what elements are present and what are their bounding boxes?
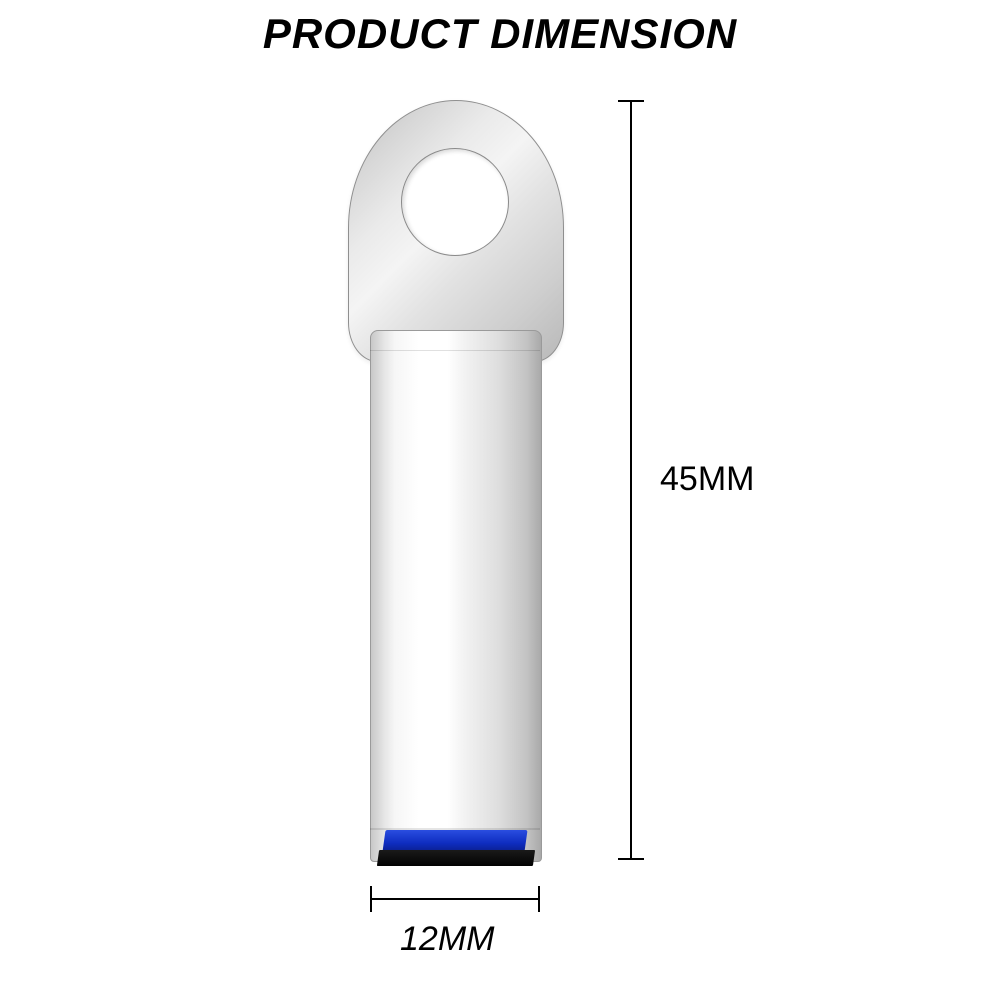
product-dimension-figure: PRODUCT DIMENSION 45MM 12MM: [0, 0, 1000, 1000]
width-guide-cap-right: [538, 886, 540, 912]
width-guide-line: [370, 898, 540, 900]
width-label: 12MM: [400, 920, 494, 959]
height-guide-line: [630, 100, 632, 860]
drive-seam: [370, 350, 540, 351]
drive-loop-hole: [401, 148, 509, 256]
title-text: PRODUCT DIMENSION: [0, 10, 1000, 58]
usb-connector-blue: [382, 830, 527, 852]
drive-body: [370, 330, 542, 862]
usb-connector-dark: [377, 850, 535, 866]
usb-drive-illustration: [360, 100, 550, 860]
height-label: 45MM: [660, 460, 754, 499]
height-guide-cap-bottom: [618, 858, 644, 860]
